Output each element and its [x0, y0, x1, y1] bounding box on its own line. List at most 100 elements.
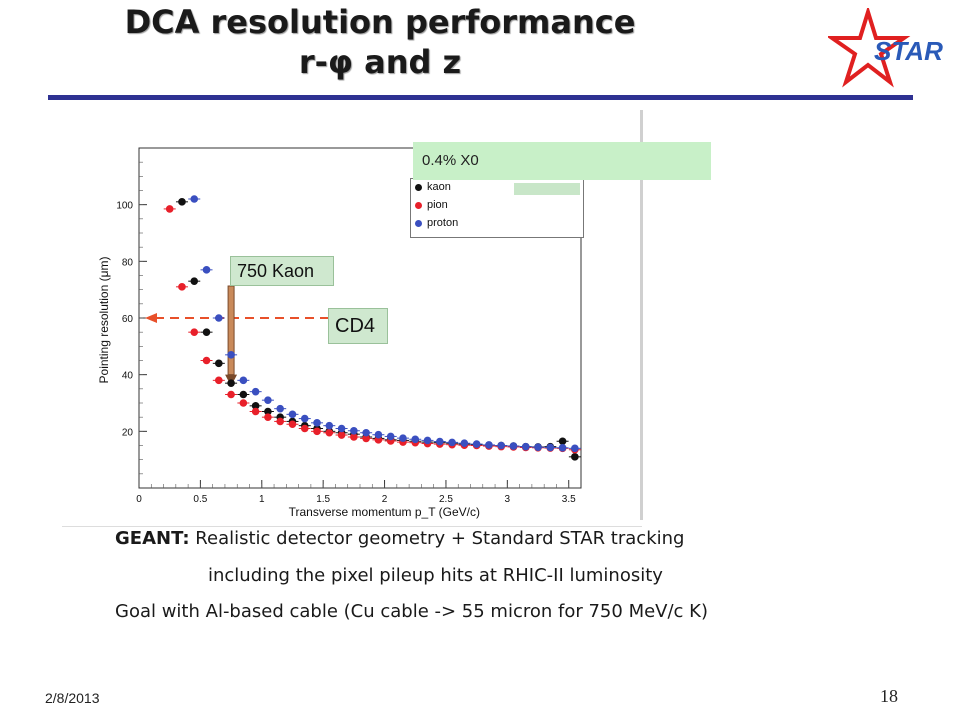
- x-tick-labels: 0 0.5 1 1.5 2 2.5 3 3.5: [136, 494, 576, 505]
- data-point-pion: [264, 413, 272, 421]
- y-axis-label: Pointing resolution (μm): [97, 257, 111, 384]
- star-logo-icon: [828, 8, 911, 88]
- data-point-proton: [227, 351, 235, 359]
- data-point-kaon: [178, 198, 186, 206]
- material-budget-label: 0.4% X0: [413, 142, 711, 180]
- kaon-callout: 750 Kaon: [230, 256, 334, 286]
- data-point-proton: [472, 440, 481, 448]
- data-point-proton: [276, 404, 284, 413]
- title-line-2: r-φ and z: [298, 43, 462, 81]
- data-point-pion: [190, 328, 199, 336]
- body-line-2: including the pixel pileup hits at RHIC-…: [208, 565, 663, 586]
- data-point-proton: [558, 443, 567, 452]
- legend-item-proton: proton: [415, 217, 459, 229]
- slide-title: DCA resolution performance r-φ and z: [100, 2, 660, 82]
- legend-dot-icon: [415, 184, 422, 191]
- data-point-proton: [509, 442, 518, 450]
- y-tick-label: 20: [122, 427, 134, 438]
- axis-ticks: [138, 161, 570, 488]
- x-tick-label: 3.5: [562, 494, 576, 505]
- data-point-pion: [337, 431, 346, 439]
- x-tick-label: 2: [382, 494, 388, 505]
- y-tick-label: 60: [122, 314, 134, 325]
- data-point-kaon: [202, 328, 211, 336]
- legend-label-pion: pion: [427, 199, 448, 211]
- data-point-kaon: [239, 390, 248, 399]
- star-logo-text: STAR: [874, 36, 943, 66]
- data-point-proton: [411, 435, 420, 444]
- data-point-pion: [276, 417, 284, 426]
- data-point-kaon: [227, 379, 235, 387]
- data-point-pion: [215, 376, 223, 385]
- data-point-proton: [190, 195, 199, 203]
- data-point-proton: [202, 266, 211, 274]
- data-point-pion: [325, 428, 334, 437]
- y-tick-labels: 20 40 60 80 100: [116, 201, 133, 439]
- data-point-pion: [313, 427, 321, 436]
- data-point-pion: [165, 205, 174, 213]
- data-point-pion: [178, 283, 186, 291]
- legend-label-proton: proton: [427, 217, 459, 229]
- data-point-proton: [546, 443, 555, 452]
- chart-legend: kaon pion proton: [410, 178, 584, 238]
- data-point-proton: [251, 387, 260, 396]
- data-point-proton: [337, 424, 346, 433]
- data-point-pion: [251, 407, 260, 416]
- title-line-1: DCA resolution performance: [124, 3, 636, 41]
- data-point-pion: [227, 390, 235, 399]
- data-point-proton: [460, 439, 469, 448]
- data-point-proton: [215, 314, 223, 322]
- data-point-proton: [423, 436, 432, 445]
- data-point-proton: [325, 421, 334, 430]
- data-point-kaon: [215, 359, 223, 368]
- data-point-proton: [386, 432, 395, 441]
- data-point-kaon: [571, 453, 579, 461]
- y-tick-label: 40: [122, 371, 134, 382]
- slide-date: 2/8/2013: [45, 690, 100, 706]
- data-point-proton: [374, 430, 383, 439]
- geant-label: GEANT:: [115, 528, 190, 549]
- page-number: 18: [880, 686, 898, 706]
- data-point-proton: [288, 410, 297, 419]
- data-point-pion: [300, 424, 309, 433]
- data-point-kaon: [264, 407, 272, 416]
- legend-dot-icon: [415, 202, 422, 209]
- data-points: [163, 195, 581, 461]
- body-line-1-text: Realistic detector geometry + Standard S…: [195, 528, 685, 549]
- cd4-callout: CD4: [328, 308, 388, 344]
- legend-item-pion: pion: [415, 199, 448, 211]
- data-point-proton: [350, 426, 358, 435]
- legend-highlight: [514, 183, 580, 195]
- title-divider: [48, 95, 913, 100]
- data-point-pion: [202, 356, 211, 365]
- data-point-pion: [362, 434, 370, 443]
- data-point-kaon: [190, 277, 199, 285]
- x-tick-label: 1: [259, 494, 265, 505]
- x-tick-label: 1.5: [316, 494, 330, 505]
- data-point-kaon: [251, 402, 260, 410]
- cd4-arrow-head: [145, 313, 157, 323]
- y-tick-label: 100: [116, 201, 133, 212]
- chart-bottom-divider: [62, 526, 642, 527]
- x-tick-label: 2.5: [439, 494, 453, 505]
- x-tick-label: 3: [505, 494, 511, 505]
- data-point-proton: [239, 376, 248, 385]
- data-point-proton: [485, 441, 493, 449]
- legend-dot-icon: [415, 220, 422, 227]
- data-point-proton: [448, 438, 456, 447]
- data-point-pion: [288, 420, 297, 429]
- body-line-1: GEANT: Realistic detector geometry + Sta…: [115, 528, 684, 549]
- data-point-pion: [350, 433, 358, 441]
- x-tick-label: 0.5: [193, 494, 207, 505]
- data-point-proton: [362, 428, 370, 437]
- data-point-proton: [264, 396, 272, 404]
- data-point-proton: [497, 441, 505, 450]
- data-point-proton: [300, 414, 309, 423]
- vertical-divider: [640, 110, 643, 520]
- legend-item-kaon: kaon: [415, 181, 451, 193]
- star-logo: STAR: [828, 8, 943, 88]
- x-axis-label: Transverse momentum p_T (GeV/c): [289, 505, 480, 519]
- data-point-proton: [521, 442, 530, 451]
- data-point-pion: [239, 399, 248, 407]
